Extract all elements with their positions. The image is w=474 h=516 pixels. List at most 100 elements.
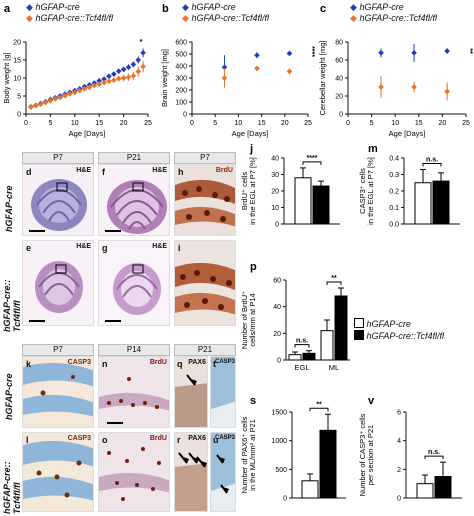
- micrograph-h: h BrdU: [174, 164, 236, 236]
- x-axis-label: Age [Days]: [389, 129, 426, 138]
- data-point: [411, 49, 417, 56]
- casp3-stain-icon: [211, 433, 235, 494]
- cerebellum-section-icon: [29, 179, 87, 232]
- row-label-wt-1: hGFAP-cre: [4, 185, 14, 232]
- micrograph-l: l CASP3: [22, 432, 94, 512]
- data-point: [115, 75, 122, 82]
- y-axis-label: Number of PAX6⁺ cells: [240, 416, 249, 493]
- row-label-ko-1: hGFAP-cre:: Tcf4fl/fl: [2, 279, 22, 332]
- brdu-stain-icon: [99, 447, 169, 501]
- brdu-stain-icon: [99, 377, 169, 424]
- micrograph-o: o BrdU: [98, 432, 170, 512]
- data-point: [101, 79, 107, 86]
- chart-a-body-weight: a 0 5 10 15 20 0 5 10 15 20 25 Age [Days] Body weigh…: [2, 3, 152, 138]
- micrograph-r: r PAX6: [174, 432, 208, 512]
- data-point: [130, 73, 137, 79]
- y-tick-label: 0: [183, 112, 187, 119]
- x-axis-label: Age [Days]: [69, 129, 106, 138]
- tag-brdu-h: BrdU: [215, 167, 233, 174]
- cerebellum-section-icon: [105, 180, 167, 234]
- panel-label-g: g: [102, 243, 108, 253]
- data-point: [140, 63, 146, 70]
- cerebellum-section-icon: [105, 263, 161, 322]
- micrograph-k: k CASP3: [22, 356, 94, 428]
- y-tick-label: 0: [339, 112, 343, 119]
- data-point: [120, 75, 127, 81]
- y-axis-label: Body weight [g]: [2, 52, 11, 103]
- y-tick-label: 0: [17, 112, 21, 119]
- legend-top-c: ◆ hGFAP-cre ◆ hGFAP-cre::Tcf4fl/fl: [350, 2, 437, 24]
- data-point: [125, 64, 132, 71]
- panel-label-f: f: [102, 167, 105, 177]
- bar: [416, 483, 434, 499]
- legend-entry-ko: ◆ hGFAP-cre::Tcf4fl/fl: [182, 13, 269, 23]
- data-point: [47, 97, 54, 104]
- significance-bracket: [309, 407, 329, 412]
- y-tick-label: 0: [283, 496, 287, 503]
- y-tick-label: 2: [397, 467, 401, 474]
- y-tick-label: 5: [17, 94, 21, 101]
- row-label-wt-2: hGFAP-cre: [4, 373, 14, 420]
- x-tick-label: 25: [304, 120, 312, 127]
- panel-label-d: d: [26, 167, 32, 177]
- data-point: [130, 61, 137, 68]
- significance-bracket: [326, 281, 342, 285]
- header-p7-a: P7: [22, 152, 94, 164]
- data-point: [286, 50, 293, 57]
- data-point: [32, 102, 39, 109]
- y-axis-label: in the ML/mm² at P21: [248, 419, 257, 491]
- significance-mark: n.s.: [296, 338, 308, 345]
- panel-label-q: q: [177, 359, 183, 369]
- legend-entry-ko: ◆ hGFAP-cre::Tcf4fl/fl: [26, 13, 113, 23]
- chart-m-casp3-egl: m 0.0 0.1 0.2 0.3 0.4 CASP3⁺ cells in the EGL …: [358, 143, 460, 229]
- y-tick-label: 60: [335, 58, 343, 65]
- y-tick-label: 1000: [271, 438, 287, 445]
- bar: [302, 352, 316, 361]
- data-point: [378, 84, 384, 90]
- significance-mark: ****: [308, 46, 315, 57]
- x-tick-label: ML: [329, 363, 339, 372]
- brdu-stain-icon: [175, 179, 235, 227]
- y-axis-label: in the EGL at P7 [%]: [366, 157, 375, 225]
- panel-label-v: v: [368, 395, 375, 407]
- data-point: [96, 78, 103, 84]
- y-tick-label: 0: [397, 496, 401, 503]
- data-point: [120, 66, 127, 73]
- data-point: [286, 68, 293, 75]
- y-axis-label: CASP3⁺ cells: [358, 168, 367, 214]
- panel-label-t: t: [213, 359, 216, 369]
- bar: [319, 429, 337, 499]
- data-point: [67, 91, 73, 97]
- significance-mark: n.s.: [426, 157, 438, 164]
- data-point: [140, 49, 146, 56]
- tag-he-f: H&E: [152, 167, 167, 174]
- data-point: [81, 85, 88, 92]
- micrograph-n: n BrdU: [98, 356, 170, 428]
- x-tick-label: 0: [190, 120, 194, 127]
- x-tick-label: 5: [48, 120, 52, 127]
- micrograph-f: f H&E: [98, 164, 170, 236]
- data-point: [221, 64, 228, 71]
- y-tick-label: 6: [397, 410, 401, 417]
- data-point: [254, 65, 260, 72]
- data-point: [111, 71, 117, 77]
- legend-entry-wt: ◆ hGFAP-cre: [350, 2, 404, 12]
- tag-brdu-o: BrdU: [149, 435, 167, 442]
- micrograph-t: t CASP3: [210, 356, 236, 428]
- tag-he-g: H&E: [152, 243, 167, 250]
- panel-label-o: o: [102, 435, 108, 445]
- significance-bracket: [302, 161, 322, 165]
- y-axis-label: Number of BrdU⁺: [240, 291, 249, 349]
- y-tick-label: 400: [175, 64, 187, 71]
- panel-label-h: h: [178, 167, 184, 177]
- row-label-ko-2: hGFAP-cre:: Tcf4fl/fl: [2, 461, 22, 514]
- panel-label-c: c: [320, 3, 326, 15]
- x-tick-label: EGL: [294, 363, 309, 372]
- x-tick-label: 10: [235, 120, 243, 127]
- header-p14: P14: [98, 344, 170, 356]
- legend-entry-wt: ◆ hGFAP-cre: [182, 2, 236, 12]
- significance-mark: *: [140, 39, 143, 46]
- x-tick-label: 25: [144, 120, 152, 127]
- data-point: [444, 48, 450, 54]
- y-tick-label: 40: [271, 156, 279, 163]
